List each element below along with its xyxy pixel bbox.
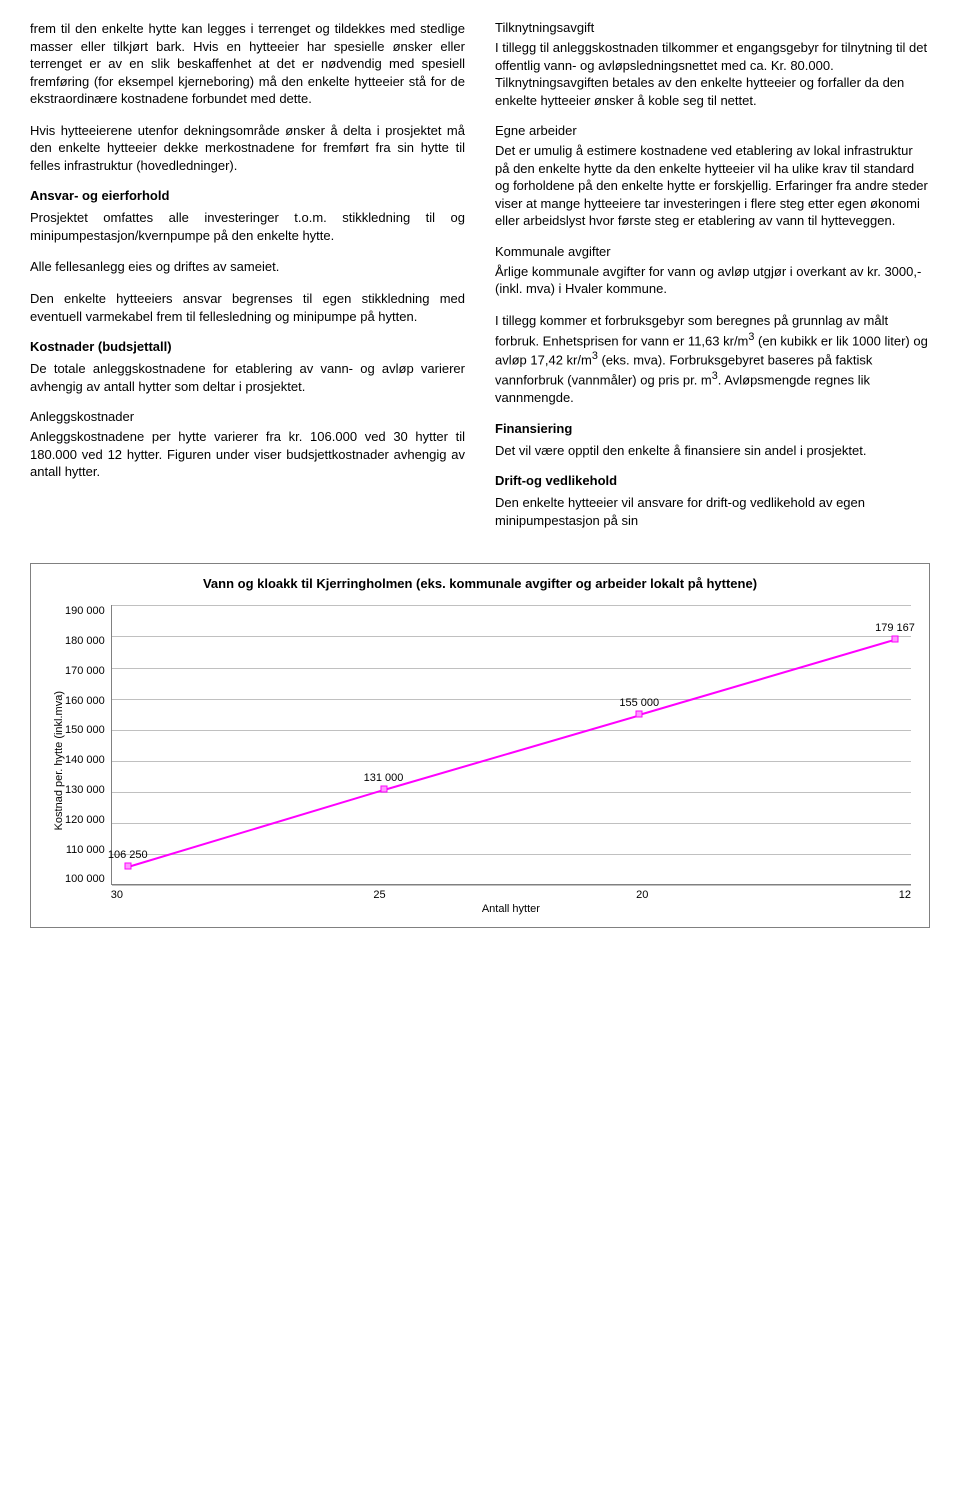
plot-wrapper: 106 250131 000155 000179 167 30252012 An… <box>111 605 911 915</box>
y-axis-ticks: 190 000 180 000 170 000 160 000 150 000 140 0… <box>65 605 111 885</box>
chart-data-label: 131 000 <box>364 772 404 784</box>
paragraph: Det er umulig å estimere kostnadene ved … <box>495 142 930 230</box>
chart-body: Kostnad per. hytte (inkl.mva) 190 000 180… <box>49 605 911 915</box>
plot-area: 106 250131 000155 000179 167 <box>111 605 911 885</box>
chart-data-label: 179 167 <box>875 622 915 634</box>
gridline <box>112 823 911 824</box>
chart-marker <box>380 785 387 792</box>
sub-heading: Egne arbeider <box>495 123 930 138</box>
gridline <box>112 854 911 855</box>
y-tick-label: 120 000 <box>65 814 105 826</box>
y-tick-label: 150 000 <box>65 724 105 736</box>
paragraph: Den enkelte hytteeier vil ansvare for dr… <box>495 494 930 529</box>
chart-marker <box>124 862 131 869</box>
chart-marker <box>636 711 643 718</box>
paragraph: Årlige kommunale avgifter for vann og av… <box>495 263 930 298</box>
paragraph: I tillegg til anleggskostnaden tilkommer… <box>495 39 930 109</box>
y-tick-label: 100 000 <box>65 873 105 885</box>
paragraph: Prosjektet omfattes alle investeringer t… <box>30 209 465 244</box>
x-tick-label: 30 <box>111 889 123 901</box>
section-heading: Drift-og vedlikehold <box>495 473 930 488</box>
chart-line-segment <box>639 639 895 716</box>
y-axis-label: Kostnad per. hytte (inkl.mva) <box>49 691 65 830</box>
sub-heading: Anleggskostnader <box>30 409 465 424</box>
x-tick-label: 25 <box>373 889 385 901</box>
section-heading: Finansiering <box>495 421 930 436</box>
gridline <box>112 730 911 731</box>
gridline <box>112 885 911 886</box>
right-column: Tilknytningsavgift I tillegg til anleggs… <box>495 20 930 543</box>
paragraph: Den enkelte hytteeiers ansvar begrenses … <box>30 290 465 325</box>
y-tick-label: 170 000 <box>65 665 105 677</box>
left-column: frem til den enkelte hytte kan legges i … <box>30 20 465 543</box>
paragraph: De totale anleggskostnadene for etableri… <box>30 360 465 395</box>
x-axis-label: Antall hytter <box>111 903 911 915</box>
gridline <box>112 761 911 762</box>
gridline <box>112 792 911 793</box>
two-column-layout: frem til den enkelte hytte kan legges i … <box>30 20 930 543</box>
section-heading: Ansvar- og eierforhold <box>30 188 465 203</box>
y-tick-label: 130 000 <box>65 784 105 796</box>
x-axis-ticks: 30 25 20 12 <box>111 889 911 901</box>
y-tick-label: 110 000 <box>65 844 105 856</box>
y-tick-label: 140 000 <box>65 754 105 766</box>
chart-data-label: 106 250 <box>108 849 148 861</box>
gridline <box>112 605 911 606</box>
chart-marker <box>892 636 899 643</box>
x-tick-label: 12 <box>899 889 911 901</box>
chart-line-segment <box>383 714 639 791</box>
section-heading: Kostnader (budsjettall) <box>30 339 465 354</box>
paragraph: Alle fellesanlegg eies og driftes av sam… <box>30 258 465 276</box>
paragraph: Anleggskostnadene per hytte varierer fra… <box>30 428 465 481</box>
chart-line-segment <box>127 789 383 868</box>
sub-heading: Kommunale avgifter <box>495 244 930 259</box>
chart-title: Vann og kloakk til Kjerringholmen (eks. … <box>49 576 911 591</box>
x-tick-label: 20 <box>636 889 648 901</box>
paragraph: Hvis hytteeierene utenfor dekningsområde… <box>30 122 465 175</box>
paragraph: frem til den enkelte hytte kan legges i … <box>30 20 465 108</box>
paragraph: Det vil være opptil den enkelte å finans… <box>495 442 930 460</box>
y-tick-label: 180 000 <box>65 635 105 647</box>
gridline <box>112 699 911 700</box>
y-tick-label: 190 000 <box>65 605 105 617</box>
paragraph: I tillegg kommer et forbruksgebyr som be… <box>495 312 930 407</box>
gridline <box>112 636 911 637</box>
sub-heading: Tilknytningsavgift <box>495 20 930 35</box>
chart-data-label: 155 000 <box>619 697 659 709</box>
y-tick-label: 160 000 <box>65 695 105 707</box>
cost-chart: Vann og kloakk til Kjerringholmen (eks. … <box>30 563 930 928</box>
